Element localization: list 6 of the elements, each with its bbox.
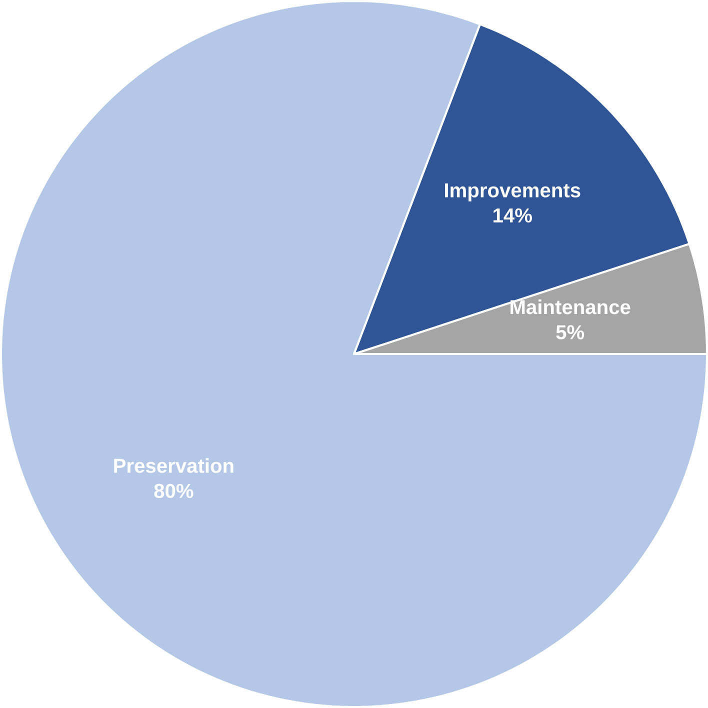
slice-label: Maintenance <box>510 299 630 314</box>
data-label: 14% <box>494 208 532 223</box>
data-label: 80% <box>154 484 194 498</box>
slice-label: Preservation <box>114 458 234 473</box>
slice-label: Improvements <box>445 183 580 202</box>
data-label: 5% <box>556 325 584 340</box>
